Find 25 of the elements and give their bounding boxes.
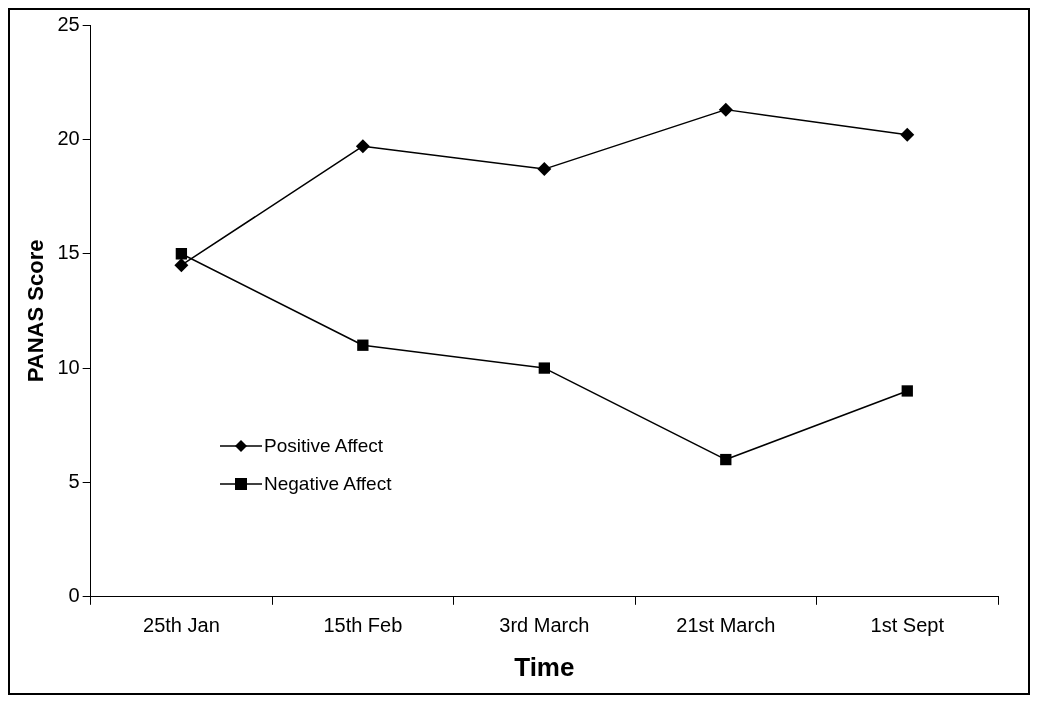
y-tick-label: 25 (57, 12, 80, 35)
point (718, 102, 733, 117)
point (175, 248, 188, 260)
legend-label: Positive Affect (264, 435, 383, 457)
y-tick-label: 0 (68, 584, 80, 607)
point (900, 127, 915, 142)
point (538, 362, 550, 374)
x-tick-label: 21st March (676, 614, 776, 637)
y-axis-title: PANAS Score (23, 239, 49, 383)
point (174, 258, 189, 273)
point (357, 339, 369, 351)
x-tick-label: 15th Feb (323, 614, 403, 637)
legend-label: Negative Affect (264, 473, 392, 495)
point (537, 162, 552, 177)
y-tick-label: 10 (57, 355, 80, 378)
y-tick-label: 15 (57, 241, 80, 264)
x-tick-label: 1st Sept (870, 614, 945, 637)
point (720, 453, 732, 466)
y-tick-label: 5 (68, 469, 80, 492)
x-tick-label: 25th Jan (143, 614, 220, 637)
point (901, 385, 913, 397)
x-tick-label: 3rd March (499, 614, 590, 637)
point (355, 139, 370, 154)
x-axis-title: Time (514, 651, 575, 682)
y-tick-label: 20 (57, 126, 80, 149)
